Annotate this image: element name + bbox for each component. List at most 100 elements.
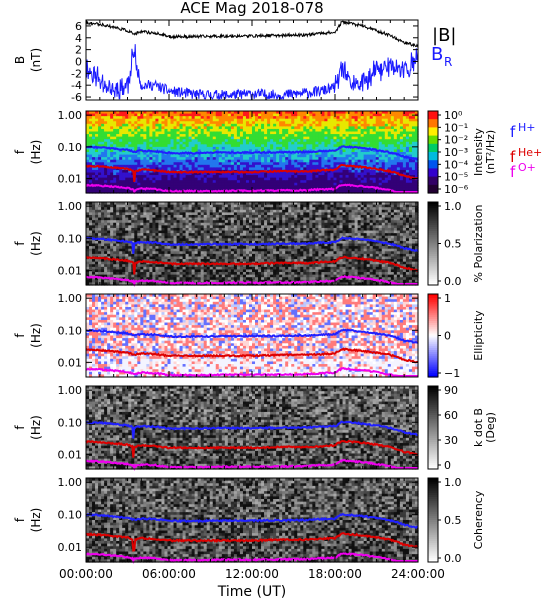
y-tick-label: 0.10 [58,416,83,429]
colorbar-unit: (Deg) [484,412,497,443]
y-tick-label: 0.10 [58,141,83,154]
f-h-plus-line [85,144,418,161]
y-tick-label: 6 [75,20,82,33]
colorbar-tick-label: 10⁻⁶ [444,183,469,196]
y-tick-label: 0.01 [58,264,83,277]
panel-ellipticity: 1.00 0.10 0.01 f (Hz) 1 0 −1 Ellipticity [13,292,485,380]
y-axis-label: f [13,241,27,246]
x-tick-label: 06:00:00 [142,567,196,581]
x-tick-label: 00:00:00 [59,567,113,581]
colorbar-tick-label: 1.0 [444,476,462,489]
f-h-plus-line [86,328,419,344]
colorbar-tick-label: 10⁰ [444,109,463,122]
panel-polarization: 1.00 0.10 0.01 f (Hz) 1.0 0.5 0.0 % Polarization [13,200,485,288]
b-mag-line [85,19,419,48]
f-h-plus-line [85,236,419,254]
colorbar-tick-label: 10⁻³ [444,146,468,159]
figure-title: ACE Mag 2018-078 [180,0,323,17]
colorbar-unit: (nT²/Hz) [484,130,497,174]
legend-b-r: B [431,44,443,65]
y-tick-label: -6 [71,91,82,104]
colorbar-tick-label: 0.5 [444,514,462,527]
x-axis-label: Time (UT) [217,584,286,600]
y-tick-label: 0 [75,55,82,68]
y-tick-label: 1.00 [58,292,83,305]
colorbar-tick-label: 0 [444,459,451,472]
y-tick-label: 0.01 [58,356,83,369]
y-tick-label: 0.10 [58,324,83,337]
y-axis-label: B [13,56,27,64]
y-tick-label: -2 [71,67,82,80]
f-h-plus-line [85,512,419,530]
colorbar-frame [427,385,439,470]
freq-legend-subscript: He+ [518,146,542,159]
y-axis-unit: (Hz) [29,323,43,348]
colorbar-tick-label: 60 [444,409,458,422]
colorbar-tick-label: 10⁻² [444,134,468,147]
colorbar-label: k dot B [472,408,485,447]
y-axis-unit: (Hz) [29,231,43,256]
legend-b-mag: |B| [432,25,456,46]
panel-coherency: 1.00 0.10 0.01 f (Hz) 1.0 0.5 0.0 Coherency [13,476,485,565]
y-axis-label: f [13,517,27,522]
coherency-colorbar: 1.0 0.5 0.0 Coherency [427,476,485,565]
y-tick-label: 1.00 [58,109,83,122]
y-tick-label: 0.01 [58,541,83,554]
kdotb-colorbar: 90 60 30 0 k dot B (Deg) [427,384,497,472]
colorbar-tick-label: 0.5 [444,238,462,251]
colorbar-tick-label: 90 [444,384,458,397]
colorbar-tick-label: 0.0 [444,552,462,565]
y-tick-label: 0.10 [58,232,83,245]
y-axis-label: f [13,425,27,430]
y-axis-unit: (Hz) [29,508,43,533]
y-tick-label: 1.00 [58,476,83,489]
y-axis-unit: (Hz) [29,415,43,440]
colorbar-label: Coherency [472,490,485,549]
colorbar-label: % Polarization [472,205,485,283]
kdotb-spectrogram [86,386,419,470]
colorbar-tick-label: 0 [444,330,451,343]
f-he-plus-line [85,347,419,364]
colorbar-tick-label: 10⁻⁴ [444,158,469,171]
freq-legend-symbol: f [510,123,516,141]
legend-b-r-subscript: R [444,55,452,69]
colorbar-tick-label: 1 [444,292,451,305]
y-tick-label: 0.10 [58,509,83,522]
y-axis-unit: (nT) [29,48,43,72]
panel-intensity: 1.00 0.10 0.01 f (Hz) 10⁰10⁻¹10⁻²10⁻³10⁻⁴10⁻⁵… [13,109,497,196]
colorbar-tick-label: 10⁻⁵ [444,171,468,184]
y-tick-label: 1.00 [58,200,83,213]
f-h-plus-line [85,420,419,439]
y-axis-unit: (Hz) [29,140,43,165]
freq-legend-subscript: O+ [518,161,536,174]
f-he-plus-line [85,255,419,275]
polarization-colorbar: 1.0 0.5 0.0 % Polarization [427,200,485,288]
x-axis: 00:00:00 06:00:00 12:00:00 18:00:00 24:00:00 [59,567,445,581]
f-he-plus-line [85,439,419,458]
y-tick-label: 4 [75,32,82,45]
colorbar-tick-label: 30 [444,434,458,447]
f-he-plus-line [85,164,419,182]
colorbar-label: Ellipticity [472,310,485,361]
colorbar-tick-label: 10⁻¹ [444,121,468,134]
freq-legend: f H+f He+f O+ [510,121,542,181]
freq-legend-subscript: H+ [518,121,536,134]
ellipticity-colorbar: 1 0 −1 Ellipticity [427,292,485,380]
y-tick-label: 0.01 [58,448,83,461]
colorbar-tick-label: −1 [444,367,460,380]
colorbar-tick-label: 0.0 [444,275,462,288]
colorbar-label: Intensity [472,128,485,176]
y-tick-label: 1.00 [58,384,83,397]
y-tick-label: -4 [71,79,82,92]
y-tick-label: 2 [75,44,82,57]
y-axis-label: f [13,333,27,338]
colorbar-tick-label: 1.0 [444,200,462,213]
panel-kdotb: 1.00 0.10 0.01 f (Hz) 90 60 30 0 k dot B (Deg) [13,384,497,472]
y-axis-label: f [13,149,27,154]
y-tick-label: 0.01 [58,173,83,186]
freq-legend-symbol: f [510,148,516,166]
